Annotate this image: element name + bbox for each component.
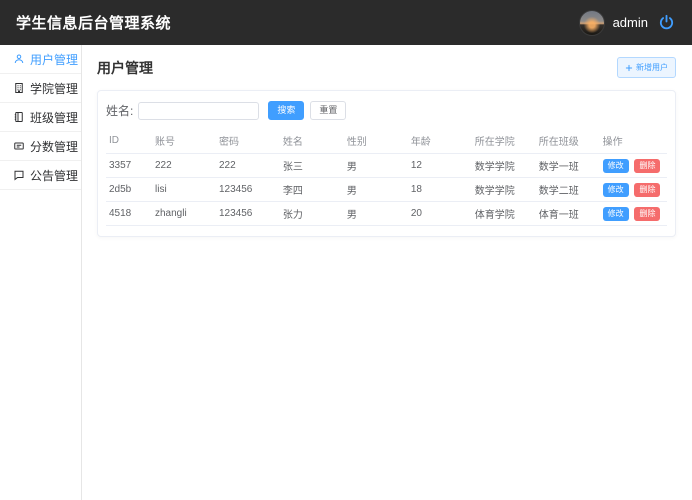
main-content: 用户管理 新增用户 姓名: 搜索 重置 <box>82 45 692 500</box>
edit-button[interactable]: 修改 <box>602 158 629 173</box>
sidebar-item-label: 班级管理 <box>30 110 79 125</box>
table-row: 3357 222 222 张三 男 12 数学学院 数学一班 修改 删除 <box>106 153 667 178</box>
edit-button[interactable]: 修改 <box>602 206 629 221</box>
col-actions: 操作 <box>599 128 667 154</box>
user-icon <box>13 53 25 65</box>
sidebar-item-class[interactable]: 班级管理 <box>0 103 81 132</box>
table-header-row: ID 账号 密码 姓名 性别 年龄 所在学院 所在班级 操作 <box>106 128 667 154</box>
col-college: 所在学院 <box>471 128 536 154</box>
col-name: 姓名 <box>279 128 344 154</box>
sidebar-item-score[interactable]: 分数管理 <box>0 132 81 161</box>
sidebar: 用户管理 学院管理 班级管理 分数管理 <box>0 45 82 500</box>
logout-icon[interactable] <box>656 13 676 33</box>
edit-button[interactable]: 修改 <box>602 182 629 197</box>
notice-icon <box>13 169 25 181</box>
header-user-area: admin <box>578 9 676 36</box>
col-id: ID <box>106 128 152 154</box>
class-icon <box>13 111 25 123</box>
table-row: 4518 zhangli 123456 张力 男 20 体育学院 体育一班 修改… <box>106 201 667 226</box>
app-title: 学生信息后台管理系统 <box>16 15 172 32</box>
username-label: admin <box>612 15 648 30</box>
search-button[interactable]: 搜索 <box>268 101 305 120</box>
col-password: 密码 <box>215 128 280 154</box>
search-bar: 姓名: 搜索 重置 <box>106 99 667 124</box>
user-table: ID 账号 密码 姓名 性别 年龄 所在学院 所在班级 操作 3357 222 <box>106 128 667 226</box>
sidebar-item-label: 学院管理 <box>30 81 79 96</box>
score-icon <box>13 140 25 152</box>
user-avatar[interactable] <box>578 9 605 36</box>
sidebar-item-label: 分数管理 <box>30 139 79 154</box>
add-user-button[interactable]: 新增用户 <box>617 57 676 78</box>
col-account: 账号 <box>152 128 216 154</box>
plus-icon <box>625 64 633 71</box>
table-row: 2d5b lisi 123456 李四 男 18 数学学院 数学二班 修改 删除 <box>106 177 667 202</box>
sidebar-item-users[interactable]: 用户管理 <box>0 45 81 74</box>
name-label: 姓名: <box>106 104 134 118</box>
sidebar-item-college[interactable]: 学院管理 <box>0 74 81 103</box>
sidebar-item-label: 用户管理 <box>30 52 79 67</box>
reset-button[interactable]: 重置 <box>310 101 347 120</box>
col-class: 所在班级 <box>535 128 600 154</box>
delete-button[interactable]: 删除 <box>634 206 661 221</box>
user-table-card: 姓名: 搜索 重置 ID 账号 密码 姓名 <box>97 90 676 237</box>
col-age: 年龄 <box>407 128 472 154</box>
college-icon <box>13 82 25 94</box>
delete-button[interactable]: 删除 <box>634 158 661 173</box>
col-gender: 性别 <box>343 128 408 154</box>
page-title: 用户管理 <box>97 59 153 76</box>
delete-button[interactable]: 删除 <box>634 182 661 197</box>
sidebar-item-notice[interactable]: 公告管理 <box>0 161 81 190</box>
name-input[interactable] <box>138 101 260 120</box>
top-header: 学生信息后台管理系统 admin <box>0 0 692 45</box>
sidebar-item-label: 公告管理 <box>30 168 79 183</box>
